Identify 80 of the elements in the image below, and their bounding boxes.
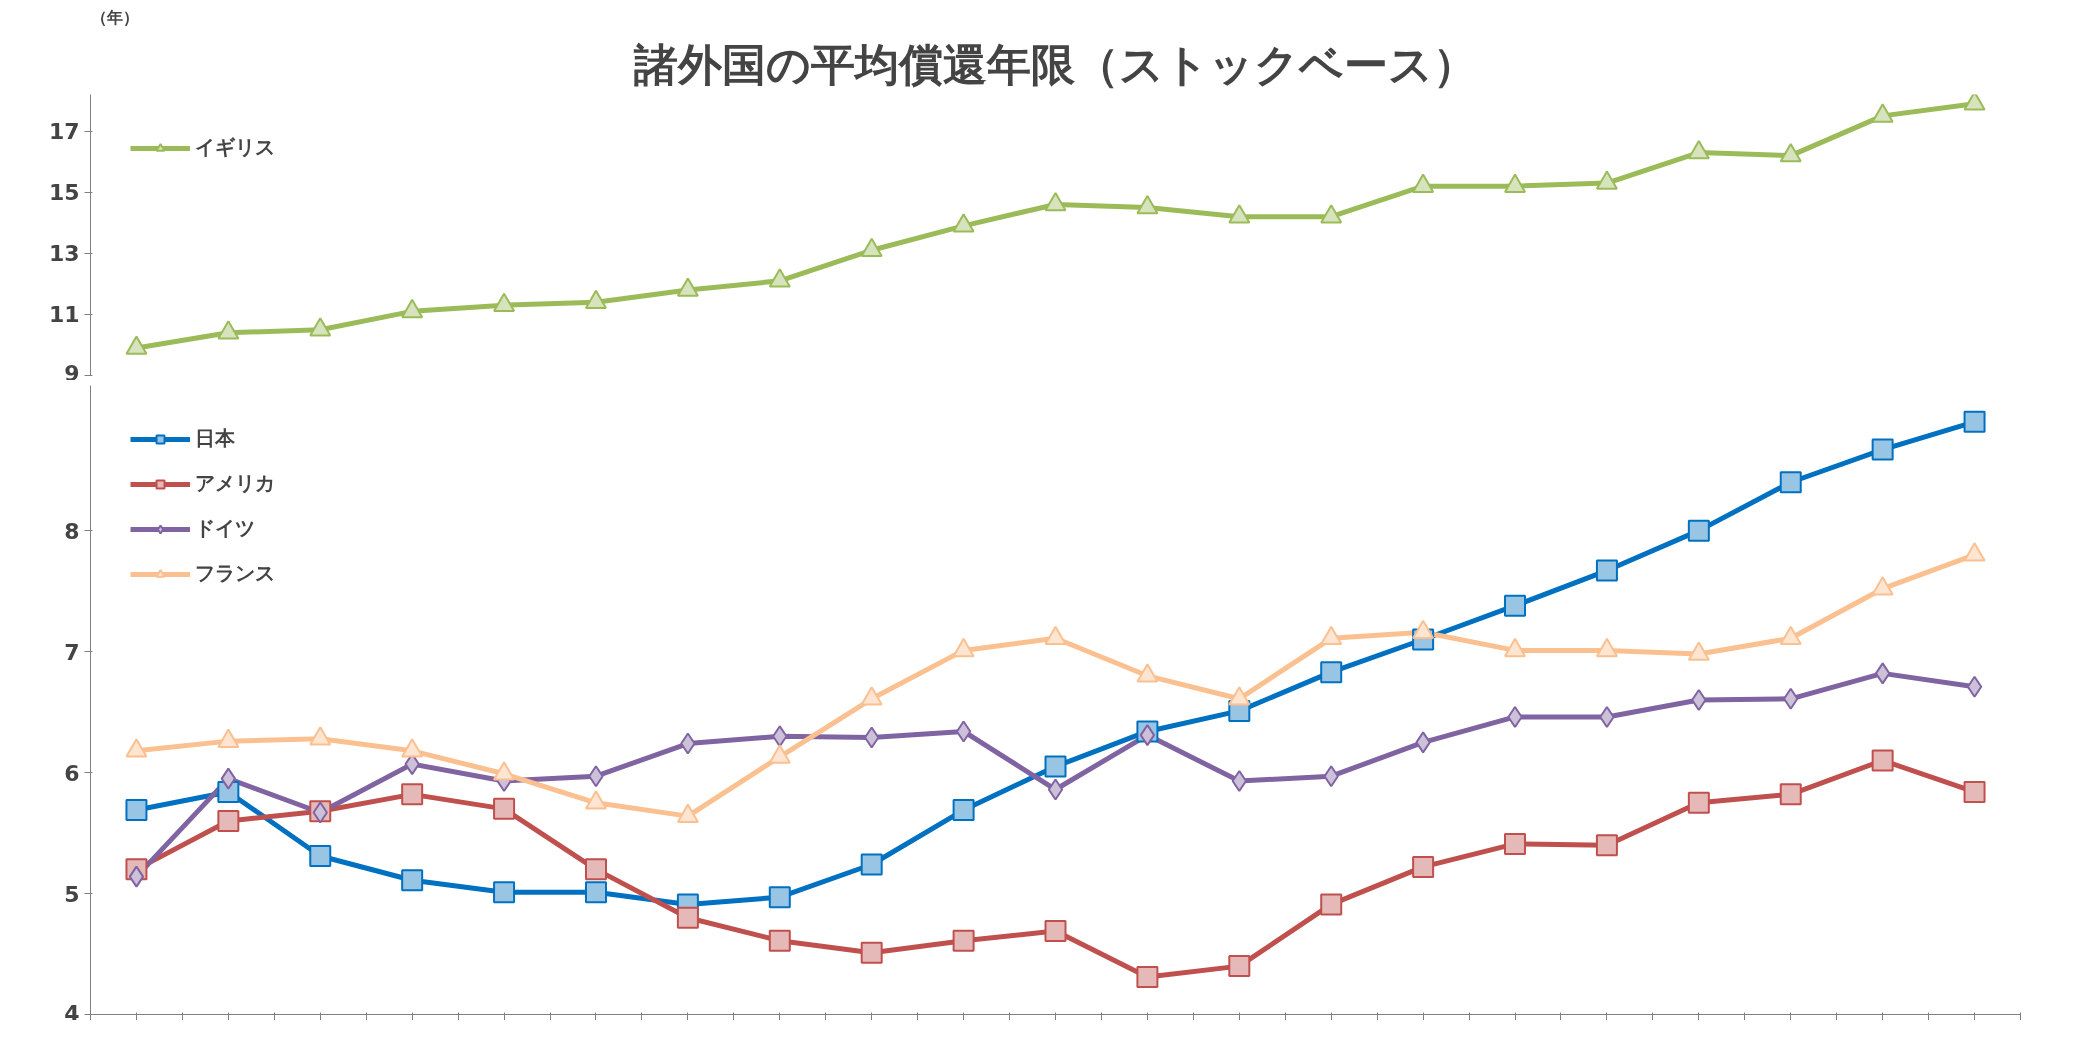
- point: [860, 941, 883, 964]
- chart-title: 諸外国の平均償還年限（ストックベース）: [633, 38, 1477, 90]
- y-tick-label: 11: [48, 302, 80, 328]
- point: [1691, 689, 1707, 711]
- point: [1047, 778, 1064, 801]
- legend-label: イギリス: [195, 134, 275, 161]
- y-axis-title: （年）: [90, 7, 139, 27]
- point: [584, 289, 607, 309]
- y-tick-label: 8: [64, 518, 80, 544]
- legend-label: 日本: [195, 425, 235, 452]
- point: [1044, 920, 1067, 943]
- point: [401, 298, 424, 319]
- point: [1412, 855, 1435, 878]
- point: [1779, 783, 1802, 806]
- point: [1963, 410, 1986, 433]
- point: [493, 292, 516, 313]
- y-tick-label: 4: [64, 1000, 80, 1026]
- point: [217, 320, 240, 340]
- point: [1874, 662, 1891, 685]
- point: [401, 783, 424, 806]
- y-tick-label: 15: [48, 180, 80, 206]
- point: [1504, 173, 1527, 193]
- point: [125, 799, 148, 822]
- point: [220, 767, 237, 790]
- y-tick-label: 9: [64, 360, 80, 386]
- point: [1595, 559, 1618, 582]
- y-tick-label: 17: [48, 119, 80, 145]
- point: [1779, 471, 1802, 494]
- point: [1504, 832, 1527, 855]
- point: [768, 268, 791, 288]
- point: [1320, 661, 1343, 684]
- point: [128, 865, 145, 888]
- point: [1963, 94, 1986, 111]
- y-tick-label: 7: [64, 639, 80, 665]
- point: [952, 799, 975, 822]
- point: [860, 237, 883, 258]
- point: [217, 809, 240, 832]
- point: [401, 869, 424, 892]
- y-tick-label: 5: [64, 881, 80, 907]
- point: [768, 886, 791, 909]
- point: [1595, 170, 1618, 190]
- point: [952, 929, 975, 952]
- point: [1687, 791, 1710, 814]
- point: [1779, 143, 1802, 163]
- point: [1228, 955, 1251, 978]
- point: [125, 335, 148, 355]
- point: [1136, 966, 1159, 988]
- point: [1963, 780, 1986, 803]
- point: [309, 845, 332, 868]
- legend-label: フランス: [195, 560, 275, 587]
- point: [768, 929, 791, 952]
- point: [1320, 893, 1343, 916]
- point: [1595, 834, 1618, 857]
- point: [1871, 438, 1894, 461]
- point: [1320, 204, 1343, 224]
- point: [1871, 103, 1894, 123]
- point: [1044, 191, 1067, 212]
- point: [676, 277, 699, 297]
- legend-label: アメリカ: [195, 470, 275, 497]
- point: [584, 858, 607, 881]
- point: [584, 881, 607, 904]
- point: [1687, 519, 1710, 542]
- point: [676, 906, 699, 929]
- point: [1966, 675, 1983, 698]
- point: [955, 720, 972, 743]
- y-tick-label: 6: [64, 760, 80, 786]
- point: [860, 853, 883, 876]
- point: [1412, 173, 1435, 193]
- point: [493, 881, 516, 904]
- legend-label: ドイツ: [195, 515, 255, 542]
- point: [309, 317, 332, 337]
- point: [493, 797, 516, 820]
- point: [1871, 749, 1894, 772]
- point: [952, 213, 975, 233]
- point: [1044, 755, 1067, 778]
- point: [1504, 594, 1527, 617]
- y-tick-label: 13: [48, 241, 80, 267]
- point: [1228, 204, 1251, 224]
- point: [1136, 194, 1159, 215]
- point: [1687, 139, 1710, 160]
